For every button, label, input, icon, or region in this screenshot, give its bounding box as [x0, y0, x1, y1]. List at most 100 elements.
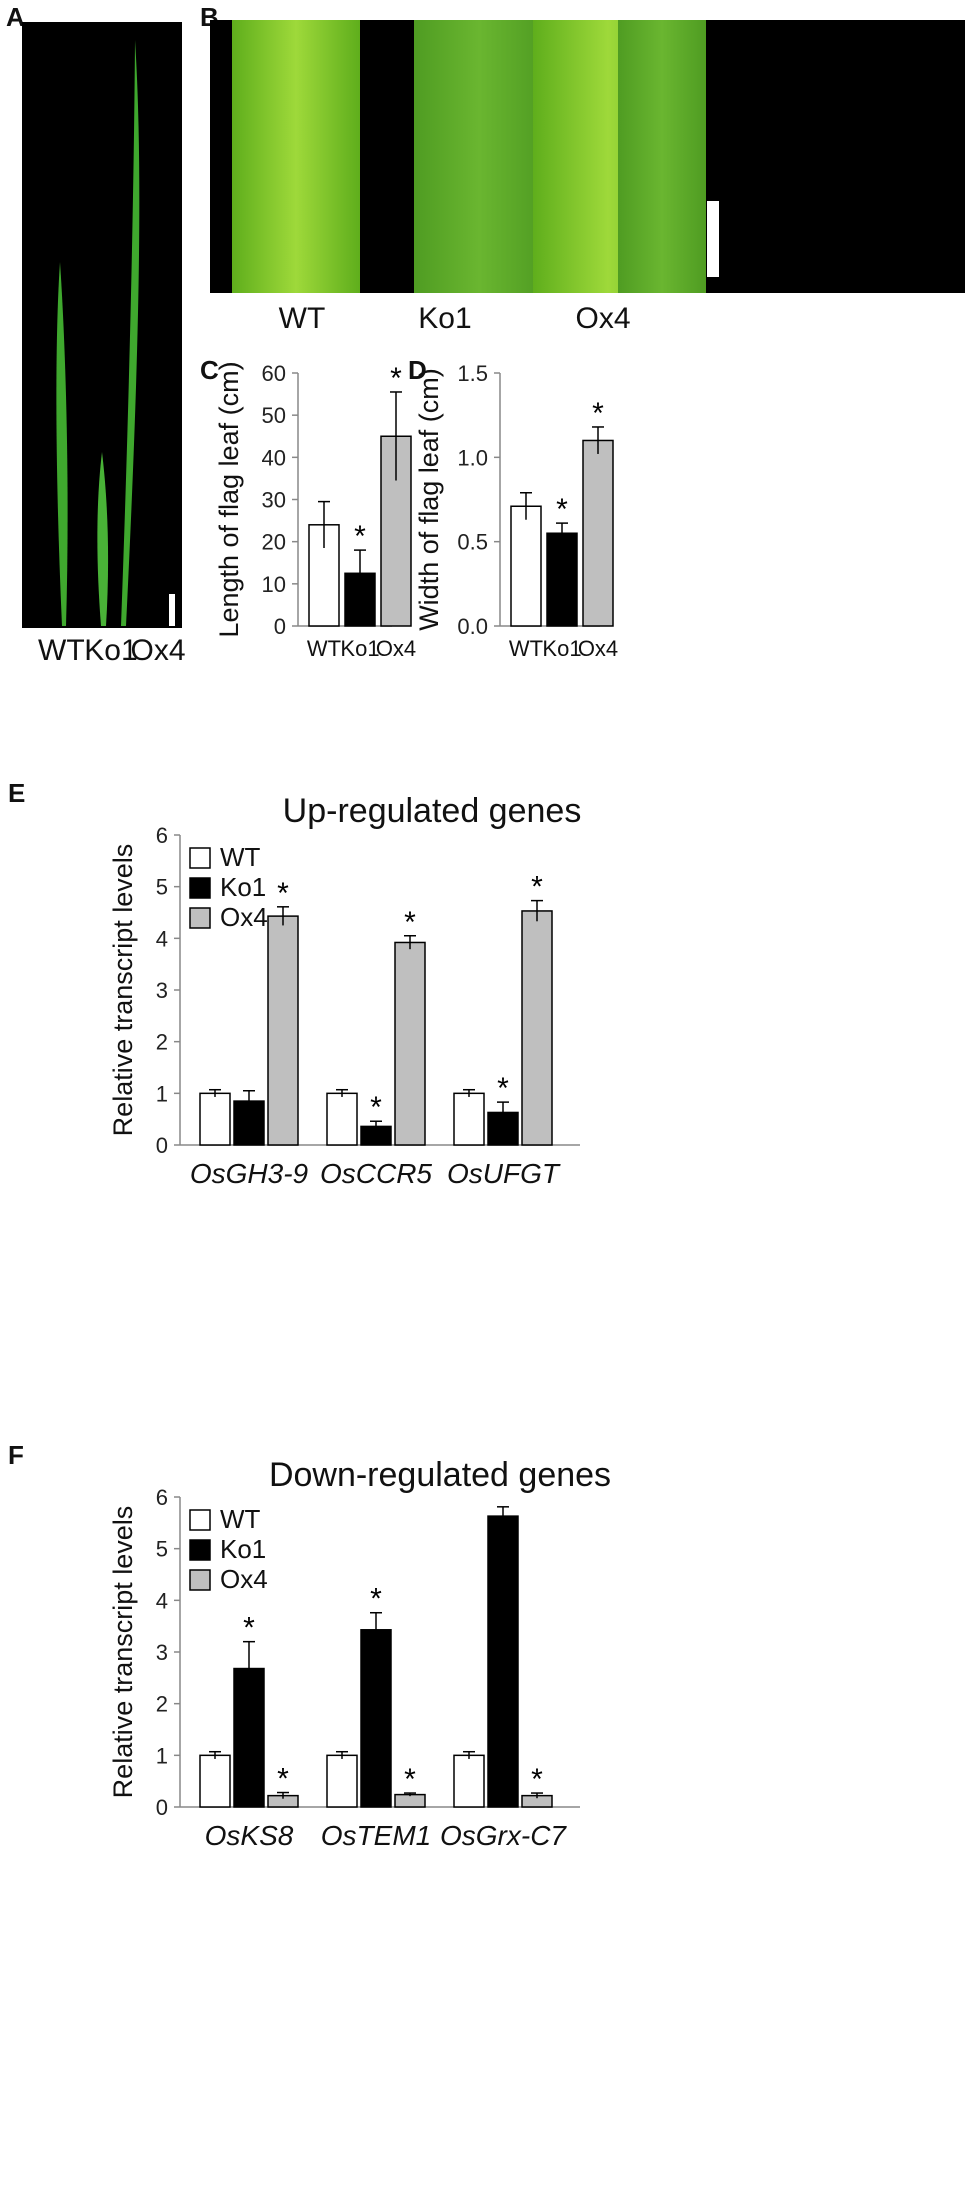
- ko1-leaf-closeup: [414, 20, 544, 293]
- chart-f-y-tick-label: 0: [156, 1795, 168, 1820]
- chart-f-y-tick-label: 3: [156, 1640, 168, 1665]
- chart-e-y-tick-label: 2: [156, 1030, 168, 1055]
- photo-b-label-ox4: Ox4: [575, 302, 631, 335]
- chart-e-y-label: Relative transcript levels: [108, 844, 138, 1137]
- chart-e-legend-swatch: [189, 877, 211, 899]
- chart-f-y-tick-label: 1: [156, 1743, 168, 1768]
- photo-a-label-ko1: Ko1: [84, 634, 138, 667]
- chart-c-category-label: Ko1: [340, 636, 379, 661]
- leaf-closeup-photo: [210, 20, 965, 293]
- chart-e-legend-swatch: [189, 907, 211, 929]
- chart-d-category-label: WT: [509, 636, 543, 661]
- leaf-closeup-illustration: [232, 20, 719, 293]
- chart-f-y-label: Relative transcript levels: [108, 1506, 138, 1799]
- chart-f-significance-mark: *: [404, 1763, 416, 1796]
- photo-b-label-ko1: Ko1: [418, 302, 472, 335]
- chart-c-category-label: Ox4: [376, 636, 416, 661]
- chart-e-bar: [453, 1092, 485, 1146]
- chart-e-bar: [394, 941, 426, 1146]
- chart-f-significance-mark: *: [277, 1763, 289, 1796]
- chart-e-significance-mark: *: [404, 906, 416, 939]
- chart-f-significance-mark: *: [531, 1763, 543, 1796]
- chart-f-y-tick-label: 2: [156, 1692, 168, 1717]
- chart-e-title: Up-regulated genes: [283, 792, 582, 830]
- chart-f-y-tick-label: 6: [156, 1485, 168, 1510]
- chart-e-y-tick-label: 4: [156, 926, 168, 951]
- chart-c-y-tick-label: 10: [262, 572, 286, 597]
- panel-e-letter: E: [8, 778, 26, 808]
- chart-e-legend-label: WT: [220, 842, 261, 872]
- wt-leaf: [56, 262, 68, 626]
- chart-f-legend-swatch: [189, 1539, 211, 1561]
- chart-c-y-tick-label: 30: [262, 488, 286, 513]
- chart-f-bar: [487, 1515, 519, 1808]
- chart-d-significance-mark: *: [592, 397, 604, 430]
- chart-e-bar: [326, 1092, 358, 1146]
- panel-f-letter: F: [8, 1440, 24, 1470]
- panel-c-letter: C: [200, 355, 219, 385]
- chart-d-y-tick-label: 0.0: [457, 614, 488, 639]
- chart-d-bar: [546, 532, 578, 627]
- closeup-scale-bar: [707, 201, 719, 277]
- chart-f-title: Down-regulated genes: [269, 1456, 611, 1494]
- chart-c-significance-mark: *: [390, 362, 402, 395]
- photo-a-label-wt: WT: [38, 634, 85, 667]
- chart-c-y-label: Length of flag leaf (cm): [214, 361, 244, 637]
- chart-c-significance-mark: *: [354, 520, 366, 553]
- chart-d-y-tick-label: 0.5: [457, 530, 488, 555]
- chart-f-legend-swatch: [189, 1509, 211, 1531]
- chart-f-significance-mark: *: [370, 1583, 382, 1616]
- ox4-leaf: [121, 40, 140, 626]
- chart-e-legend-label: Ox4: [220, 902, 268, 932]
- chart-f-bar: [199, 1754, 231, 1808]
- chart-f-y-tick-label: 4: [156, 1588, 168, 1613]
- panel-a-letter: A: [6, 2, 25, 32]
- panel-d-letter: D: [408, 355, 427, 385]
- chart-c-y-tick-label: 40: [262, 445, 286, 470]
- chart-e-legend-swatch: [189, 847, 211, 869]
- photo-a-label-ox4: Ox4: [130, 634, 186, 667]
- photo-b-label-wt: WT: [278, 302, 326, 335]
- chart-c-y-tick-label: 50: [262, 403, 286, 428]
- chart-f-y-tick-label: 5: [156, 1537, 168, 1562]
- chart-d-bar: [582, 439, 614, 627]
- chart-f-bar: [360, 1629, 392, 1808]
- chart-f-category-label: OsKS8: [205, 1820, 294, 1851]
- chart-f-category-label: OsTEM1: [321, 1820, 431, 1851]
- chart-e-bar: [521, 910, 553, 1146]
- chart-e-y-tick-label: 0: [156, 1133, 168, 1158]
- chart-c-y-tick-label: 60: [262, 361, 286, 386]
- chart-f-legend-label: Ox4: [220, 1564, 268, 1594]
- ox4-leaf-closeup-2: [618, 20, 706, 293]
- chart-d-y-tick-label: 1.5: [457, 361, 488, 386]
- chart-e-y-tick-label: 1: [156, 1081, 168, 1106]
- chart-d-category-label: Ox4: [578, 636, 618, 661]
- chart-c-y-tick-label: 0: [274, 614, 286, 639]
- chart-d-y-tick-label: 1.0: [457, 445, 488, 470]
- chart-e-category-label: OsCCR5: [320, 1158, 432, 1189]
- flag-leaf-photo: [22, 22, 182, 628]
- chart-e-y-tick-label: 6: [156, 823, 168, 848]
- chart-f-legend-label: WT: [220, 1504, 261, 1534]
- chart-f-significance-mark: *: [243, 1612, 255, 1645]
- chart-f-legend-swatch: [189, 1569, 211, 1591]
- chart-e-y-tick-label: 5: [156, 875, 168, 900]
- chart-e-significance-mark: *: [531, 871, 543, 904]
- chart-d-significance-mark: *: [556, 493, 568, 526]
- chart-f-bar: [326, 1754, 358, 1808]
- wt-leaf-closeup: [232, 20, 360, 293]
- chart-e-bar: [199, 1092, 231, 1146]
- chart-e-significance-mark: *: [497, 1072, 509, 1105]
- scale-bar: [169, 594, 175, 626]
- chart-d-category-label: Ko1: [542, 636, 581, 661]
- chart-d-bar: [510, 505, 542, 627]
- chart-e-bar: [267, 915, 299, 1146]
- ko1-leaf: [97, 452, 109, 626]
- chart-e-category-label: OsGH3-9: [190, 1158, 308, 1189]
- chart-f-bar: [394, 1793, 426, 1808]
- chart-e-y-tick-label: 3: [156, 978, 168, 1003]
- chart-f-legend-label: Ko1: [220, 1534, 266, 1564]
- chart-f-category-label: OsGrx-C7: [440, 1820, 567, 1851]
- chart-c-category-label: WT: [307, 636, 341, 661]
